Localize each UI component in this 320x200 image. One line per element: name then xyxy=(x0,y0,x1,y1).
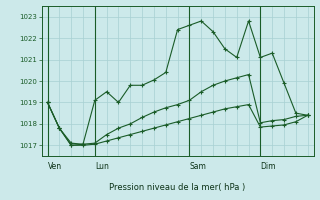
Text: Dim: Dim xyxy=(260,162,276,171)
Text: Ven: Ven xyxy=(47,162,62,171)
Text: Sam: Sam xyxy=(189,162,206,171)
Text: Pression niveau de la mer( hPa ): Pression niveau de la mer( hPa ) xyxy=(109,183,246,192)
Text: Lun: Lun xyxy=(95,162,109,171)
